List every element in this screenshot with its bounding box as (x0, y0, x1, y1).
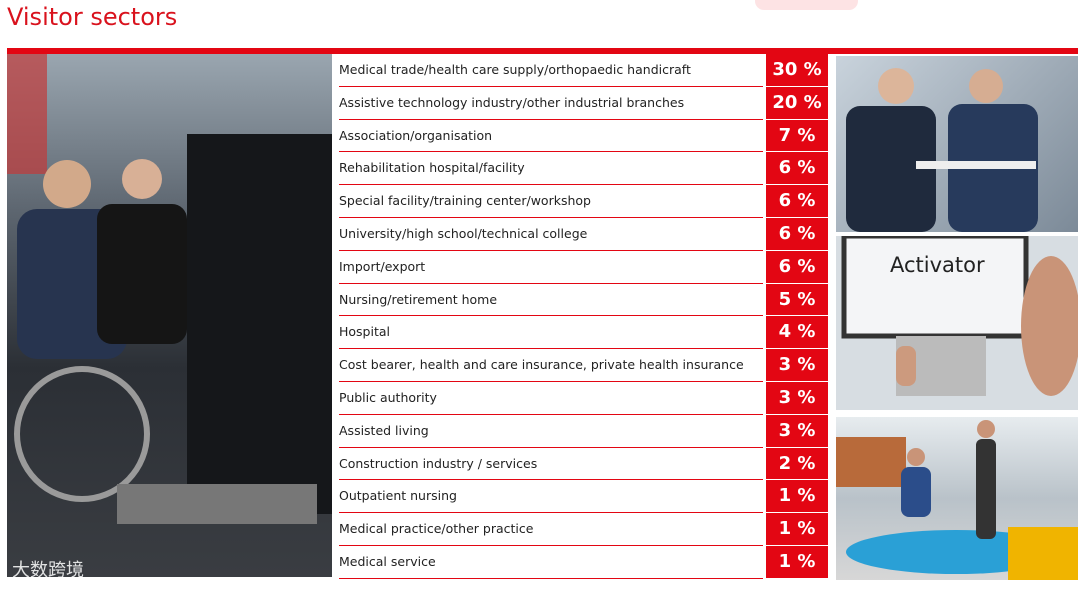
top-icon (755, 0, 858, 10)
table-row: Special facility/training center/worksho… (338, 185, 828, 218)
sector-label: Medical service (339, 546, 763, 579)
sector-label: Rehabilitation hospital/facility (339, 152, 763, 186)
table-row: Medical trade/health care supply/orthopa… (338, 54, 828, 87)
table-row: Cost bearer, health and care insurance, … (338, 349, 828, 382)
red-bar (7, 48, 1078, 54)
photo-meeting (836, 56, 1078, 232)
sector-share: 5 % (766, 283, 828, 317)
table-row: Hospital 4 % (338, 316, 828, 350)
watermark: 大数跨境 (12, 560, 84, 577)
sector-share: 4 % (766, 316, 828, 350)
sector-share: 1 % (766, 545, 828, 579)
sector-share: 6 % (766, 152, 828, 186)
sector-label: Construction industry / services (339, 448, 763, 481)
sector-label: Medical practice/other practice (339, 513, 763, 546)
sector-label: Outpatient nursing (339, 480, 763, 514)
sector-label: Cost bearer, health and care insurance, … (339, 349, 763, 382)
sector-label: Nursing/retirement home (339, 284, 763, 317)
sector-share: 6 % (766, 217, 828, 251)
sector-share: 7 % (766, 119, 828, 153)
sector-share: 3 % (766, 349, 828, 382)
title: Visitor sectors (7, 3, 178, 31)
sector-label: Import/export (339, 251, 763, 284)
screen-text: Activator (890, 253, 985, 277)
sector-share: 3 % (766, 381, 828, 415)
sector-label: Special facility/training center/worksho… (339, 185, 763, 218)
photo-art (836, 420, 1078, 580)
table-row: Assisted living 3 % (338, 414, 828, 448)
table-row: Construction industry / services 2 % (338, 447, 828, 481)
table-row: University/high school/technical college… (338, 217, 828, 251)
table-row: Assistive technology industry/other indu… (338, 86, 828, 120)
sector-share: 1 % (766, 480, 828, 514)
table-row: Association/organisation 7 % (338, 119, 828, 153)
sector-share: 2 % (766, 447, 828, 481)
sector-label: Hospital (339, 316, 763, 350)
table: Medical trade/health care supply/orthopa… (338, 54, 828, 579)
table-row: Import/export 6 % (338, 250, 828, 284)
photo-art (7, 54, 332, 524)
table-row: Rehabilitation hospital/facility 6 % (338, 152, 828, 186)
sector-share: 1 % (766, 513, 828, 546)
photo-art (846, 68, 1038, 232)
table-row: Public authority 3 % (338, 381, 828, 415)
photo-wheelchair: 大数跨境 (7, 54, 332, 577)
sector-share: 20 % (766, 86, 828, 120)
table-row: Outpatient nursing 1 % (338, 480, 828, 514)
photo-board (836, 417, 1078, 580)
sector-share: 30 % (766, 54, 828, 87)
table-row: Medical practice/other practice 1 % (338, 513, 828, 546)
sector-share: 3 % (766, 414, 828, 448)
sector-label: Assisted living (339, 415, 763, 448)
sector-label: Association/organisation (339, 120, 763, 153)
sector-share: 6 % (766, 250, 828, 284)
table-row: Nursing/retirement home 5 % (338, 283, 828, 317)
sector-label: Assistive technology industry/other indu… (339, 87, 763, 120)
sector-label: Medical trade/health care supply/orthopa… (339, 54, 763, 87)
photo-activator: Activator (836, 236, 1078, 410)
sector-label: Public authority (339, 382, 763, 415)
table-row: Medical service 1 % (338, 545, 828, 579)
sector-label: University/high school/technical college (339, 218, 763, 251)
sector-share: 6 % (766, 185, 828, 218)
photo-art: Activator (841, 236, 1078, 396)
